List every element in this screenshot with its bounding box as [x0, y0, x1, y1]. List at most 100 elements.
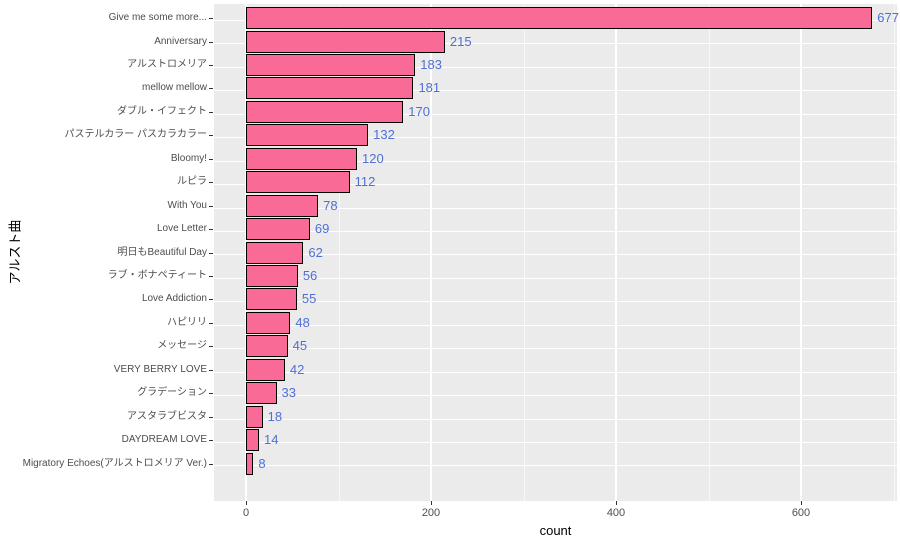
- y-tick-mark: [209, 111, 213, 113]
- horizontal-gridline: [214, 231, 897, 232]
- bar-value-label: 56: [302, 267, 318, 283]
- horizontal-gridline: [214, 348, 897, 350]
- category-label: Give me some more...: [108, 12, 207, 24]
- horizontal-gridline: [214, 324, 897, 326]
- horizontal-gridline: [214, 442, 897, 443]
- bar-value-label: 181: [418, 80, 441, 96]
- x-axis-title: count: [539, 523, 572, 538]
- x-tick-label: 200: [421, 507, 441, 519]
- bar-value-label: 132: [373, 127, 395, 143]
- x-tick-mark: [431, 501, 432, 505]
- category-label: Love Letter: [156, 223, 207, 235]
- category-label: 明日もBeautiful Day: [117, 246, 207, 258]
- bar: [246, 429, 259, 451]
- horizontal-gridline: [214, 395, 897, 397]
- vertical-gridline-minor: [893, 4, 895, 501]
- y-tick-mark: [209, 322, 213, 324]
- horizontal-gridline: [214, 113, 897, 115]
- y-tick-mark: [209, 205, 213, 207]
- bar-value-label: 170: [408, 103, 430, 119]
- bar-value-label: 215: [449, 33, 472, 49]
- y-tick-mark: [209, 158, 213, 160]
- horizontal-gridline: [214, 277, 897, 279]
- bar: [246, 264, 298, 287]
- y-tick-mark: [209, 135, 213, 137]
- x-tick-mark: [246, 501, 247, 505]
- vertical-gridline-major: [800, 4, 803, 501]
- category-label: DAYDREAM LOVE: [121, 434, 207, 445]
- category-label: With You: [167, 199, 207, 211]
- bar: [246, 147, 358, 170]
- x-tick-label: 400: [606, 507, 626, 519]
- bar: [246, 124, 369, 147]
- x-tick-label: 0: [242, 507, 250, 519]
- y-tick-mark: [209, 65, 213, 66]
- category-label: パステルカラー パスカラカラー: [64, 129, 207, 141]
- bar: [246, 7, 873, 30]
- category-label: mellow mellow: [141, 82, 207, 94]
- y-tick-mark: [209, 369, 213, 371]
- y-tick-mark: [209, 416, 213, 418]
- y-tick-mark: [209, 18, 213, 20]
- category-label: ハピリリ: [167, 316, 207, 328]
- y-tick-mark: [209, 41, 213, 43]
- bar-value-label: 45: [292, 338, 308, 354]
- category-label: ルピラ: [177, 176, 207, 188]
- horizontal-gridline: [214, 184, 897, 186]
- category-label: アスタラブビスタ: [127, 410, 207, 422]
- bar: [246, 218, 310, 241]
- horizontal-gridline: [214, 137, 897, 139]
- category-label: ラブ・ボナペティート: [107, 269, 207, 281]
- y-tick-mark: [209, 393, 213, 395]
- bar: [246, 194, 319, 217]
- bar-value-label: 69: [314, 221, 330, 237]
- horizontal-gridline: [214, 371, 897, 373]
- bar: [246, 452, 254, 475]
- bar-value-label: 112: [354, 174, 376, 190]
- bar: [246, 241, 304, 264]
- bar: [246, 77, 414, 100]
- vertical-gridline-minor: [708, 4, 710, 501]
- horizontal-gridline: [214, 418, 897, 420]
- horizontal-gridline: [214, 90, 897, 92]
- category-label: VERY BERRY LOVE: [113, 363, 207, 375]
- bar-value-label: 120: [362, 150, 384, 166]
- bar-value-label: 183: [420, 57, 442, 72]
- x-tick-mark: [801, 501, 802, 505]
- y-tick-mark: [209, 463, 213, 465]
- bar: [246, 358, 285, 381]
- vertical-gridline-major: [615, 4, 618, 501]
- bar: [246, 171, 350, 194]
- bar-value-label: 18: [267, 408, 283, 424]
- bar-value-label: 677: [877, 10, 899, 26]
- bar-value-label: 78: [323, 197, 338, 213]
- bar-value-label: 42: [289, 361, 305, 377]
- horizontal-gridline: [214, 160, 897, 162]
- y-tick-mark: [209, 229, 213, 231]
- plot-panel: 677 215 183 181 170 132 120 112 78 69 62 56 55 48 45 42…: [214, 4, 899, 501]
- bar: [246, 405, 263, 428]
- bar: [246, 30, 445, 53]
- bar-value-label: 55: [301, 291, 317, 307]
- horizontal-gridline: [214, 465, 897, 467]
- bar-value-label: 48: [295, 314, 310, 330]
- vertical-gridline-major: [430, 4, 433, 501]
- bar: [246, 288, 297, 311]
- bar: [246, 335, 288, 358]
- category-label: グラデーション: [137, 387, 207, 399]
- bar-value-label: 33: [281, 385, 297, 401]
- category-label: Bloomy!: [170, 152, 207, 164]
- y-tick-mark: [209, 182, 213, 184]
- horizontal-gridline: [214, 254, 897, 256]
- y-tick-mark: [209, 252, 213, 254]
- bar: [246, 100, 404, 123]
- bar-value-label: 14: [263, 432, 279, 447]
- vertical-gridline-minor: [523, 4, 525, 501]
- category-label: Migratory Echoes(アルストロメリア Ver.): [22, 457, 207, 469]
- y-tick-mark: [209, 275, 213, 277]
- category-label: メッセージ: [157, 340, 207, 352]
- y-tick-mark: [209, 299, 213, 301]
- x-tick-mark: [616, 501, 617, 505]
- category-label: Anniversary: [154, 35, 207, 47]
